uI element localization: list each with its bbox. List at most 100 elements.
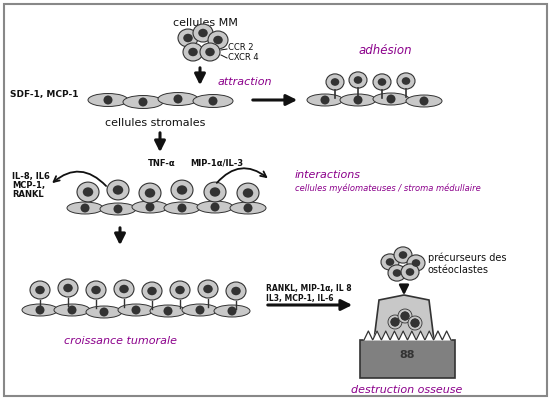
- Ellipse shape: [226, 282, 246, 300]
- Ellipse shape: [100, 308, 109, 316]
- Ellipse shape: [228, 306, 236, 316]
- Ellipse shape: [398, 309, 412, 323]
- Ellipse shape: [158, 92, 198, 106]
- Text: IL3, MCP-1, IL-6: IL3, MCP-1, IL-6: [266, 294, 333, 302]
- Ellipse shape: [178, 29, 198, 47]
- Ellipse shape: [197, 201, 233, 213]
- Ellipse shape: [86, 281, 106, 299]
- Ellipse shape: [193, 24, 213, 42]
- Ellipse shape: [203, 285, 213, 293]
- Ellipse shape: [91, 286, 101, 294]
- Ellipse shape: [407, 255, 425, 271]
- Ellipse shape: [138, 98, 148, 106]
- Ellipse shape: [231, 287, 241, 295]
- Ellipse shape: [198, 280, 218, 298]
- Ellipse shape: [113, 185, 123, 195]
- Ellipse shape: [67, 202, 103, 214]
- Ellipse shape: [394, 247, 412, 263]
- Ellipse shape: [35, 286, 45, 294]
- Ellipse shape: [393, 269, 401, 277]
- Text: précurseurs des: précurseurs des: [428, 253, 506, 263]
- Ellipse shape: [196, 306, 204, 314]
- Ellipse shape: [386, 94, 396, 104]
- Ellipse shape: [244, 204, 252, 212]
- Ellipse shape: [118, 304, 154, 316]
- Ellipse shape: [132, 306, 141, 314]
- Ellipse shape: [177, 204, 186, 212]
- Ellipse shape: [164, 306, 172, 316]
- Ellipse shape: [132, 201, 168, 213]
- Ellipse shape: [35, 306, 45, 314]
- Ellipse shape: [388, 315, 402, 329]
- Ellipse shape: [174, 94, 182, 104]
- Ellipse shape: [401, 312, 409, 320]
- Text: CCR 2: CCR 2: [228, 44, 253, 52]
- Polygon shape: [364, 331, 451, 340]
- Ellipse shape: [391, 318, 399, 326]
- Ellipse shape: [100, 203, 136, 215]
- Ellipse shape: [237, 183, 259, 203]
- Ellipse shape: [354, 96, 363, 104]
- Ellipse shape: [188, 48, 198, 56]
- Ellipse shape: [123, 96, 163, 108]
- Ellipse shape: [378, 78, 386, 86]
- Text: croissance tumorale: croissance tumorale: [63, 336, 176, 346]
- Ellipse shape: [331, 78, 339, 86]
- Ellipse shape: [419, 96, 429, 106]
- Ellipse shape: [200, 43, 220, 61]
- Ellipse shape: [182, 304, 218, 316]
- Text: cellules MM: cellules MM: [172, 18, 237, 28]
- Text: RANKL, MIP-1α, IL 8: RANKL, MIP-1α, IL 8: [266, 284, 352, 292]
- Ellipse shape: [399, 251, 407, 259]
- Ellipse shape: [210, 187, 220, 197]
- Ellipse shape: [230, 202, 266, 214]
- Ellipse shape: [114, 280, 134, 298]
- Text: cellules myélomateuses / stroma médullaire: cellules myélomateuses / stroma médullai…: [295, 183, 481, 193]
- Ellipse shape: [164, 202, 200, 214]
- FancyBboxPatch shape: [4, 4, 547, 396]
- Ellipse shape: [86, 306, 122, 318]
- Ellipse shape: [401, 264, 419, 280]
- Ellipse shape: [354, 76, 362, 84]
- Ellipse shape: [206, 48, 215, 56]
- Text: RANKL: RANKL: [12, 190, 44, 199]
- Ellipse shape: [401, 312, 409, 320]
- Text: IL-8, IL6: IL-8, IL6: [12, 172, 50, 181]
- Ellipse shape: [77, 182, 99, 202]
- Ellipse shape: [145, 188, 155, 198]
- Ellipse shape: [139, 183, 161, 203]
- Ellipse shape: [410, 318, 419, 328]
- Ellipse shape: [175, 286, 185, 294]
- Ellipse shape: [402, 77, 410, 85]
- Ellipse shape: [388, 265, 406, 281]
- Ellipse shape: [391, 318, 399, 326]
- Text: TNF-α: TNF-α: [148, 158, 176, 168]
- Ellipse shape: [119, 285, 129, 293]
- Ellipse shape: [104, 96, 112, 104]
- Ellipse shape: [326, 74, 344, 90]
- Ellipse shape: [386, 258, 395, 266]
- Ellipse shape: [412, 259, 420, 267]
- Ellipse shape: [83, 187, 93, 197]
- Ellipse shape: [406, 95, 442, 107]
- Text: CXCR 4: CXCR 4: [228, 54, 258, 62]
- Text: SDF-1, MCP-1: SDF-1, MCP-1: [10, 90, 78, 100]
- Ellipse shape: [147, 287, 156, 295]
- Ellipse shape: [145, 202, 154, 212]
- Ellipse shape: [340, 94, 376, 106]
- Ellipse shape: [204, 182, 226, 202]
- Ellipse shape: [171, 180, 193, 200]
- Ellipse shape: [381, 254, 399, 270]
- Ellipse shape: [58, 279, 78, 297]
- Ellipse shape: [150, 305, 186, 317]
- Ellipse shape: [213, 36, 223, 44]
- Ellipse shape: [373, 93, 409, 105]
- Ellipse shape: [114, 204, 122, 214]
- Text: ostéoclastes: ostéoclastes: [428, 265, 489, 275]
- Ellipse shape: [198, 29, 208, 37]
- Ellipse shape: [210, 202, 219, 212]
- Ellipse shape: [406, 268, 414, 276]
- Ellipse shape: [63, 284, 73, 292]
- Ellipse shape: [107, 180, 129, 200]
- Ellipse shape: [307, 94, 343, 106]
